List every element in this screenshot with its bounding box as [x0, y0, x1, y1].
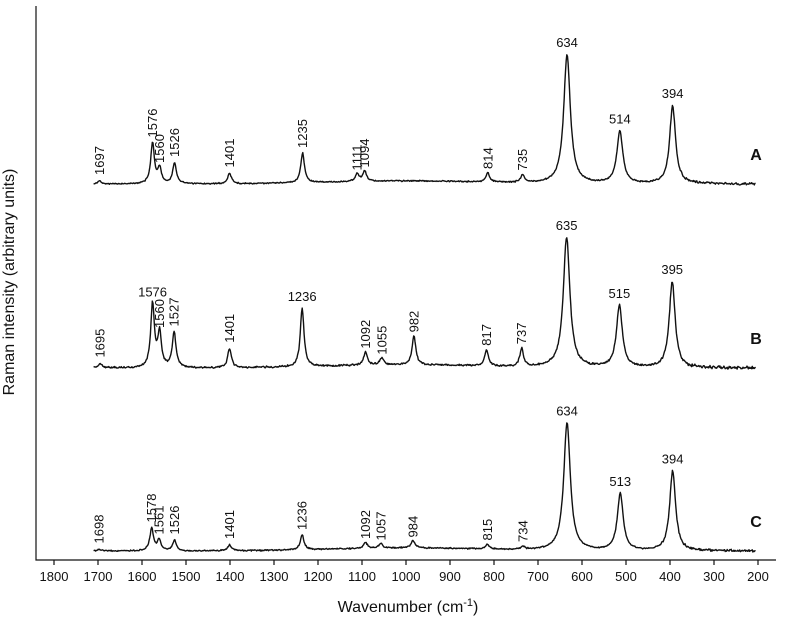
peak-label: 1094 — [357, 139, 372, 168]
peak-label: 1057 — [373, 512, 388, 541]
peak-label: 1561 — [152, 506, 167, 535]
peak-label: 984 — [406, 516, 421, 538]
peak-label: 815 — [480, 519, 495, 541]
peak-label: 1698 — [91, 515, 106, 544]
peak-label: 1526 — [167, 128, 182, 157]
peak-label: 1401 — [222, 510, 237, 539]
x-tick-label: 200 — [747, 569, 769, 584]
x-axis-title-end: ) — [473, 599, 478, 616]
spectrum-line-A — [93, 54, 756, 186]
peak-label: 982 — [406, 311, 421, 333]
peak-label: 1576 — [138, 284, 167, 299]
peak-label: 735 — [515, 149, 530, 171]
x-axis-ticks: 1800 1700 1600 1500 1400 1300 1200 1100 1000 900 8… — [40, 560, 769, 584]
peak-label: 1560 — [152, 299, 167, 328]
peak-label: 1695 — [93, 329, 108, 358]
peak-label: 1401 — [222, 139, 237, 168]
y-axis-title: Raman intensity (arbitrary units) — [1, 169, 18, 396]
peak-label: 395 — [661, 262, 683, 277]
peak-label: 737 — [514, 323, 529, 345]
x-tick-label: 1100 — [348, 569, 376, 584]
x-tick-label: 900 — [439, 569, 461, 584]
peak-label: 734 — [516, 520, 531, 542]
series-tag-A: A — [750, 147, 762, 164]
peak-label: 814 — [480, 147, 495, 169]
series-tag-C: C — [750, 514, 762, 531]
x-tick-label: 1500 — [172, 569, 201, 584]
x-axis-title: Wavenumber (cm-1) — [338, 597, 479, 616]
peak-label: 635 — [556, 218, 578, 233]
peak-label: 1527 — [167, 298, 182, 327]
x-tick-label: 1600 — [128, 569, 157, 584]
x-tick-label: 1000 — [392, 569, 421, 584]
peak-label: 1526 — [167, 506, 182, 535]
x-tick-label: 1300 — [260, 569, 289, 584]
x-axis-title-text: Wavenumber (cm — [338, 599, 464, 616]
peak-label: 1111 — [350, 144, 365, 170]
peak-label: 634 — [556, 35, 578, 50]
x-axis-title-sup: -1 — [463, 597, 473, 609]
peak-label: 634 — [556, 404, 578, 419]
peak-label: 1401 — [222, 314, 237, 343]
peak-label: 1092 — [358, 320, 373, 349]
peak-label: 1578 — [144, 494, 159, 523]
peak-label: 513 — [609, 474, 631, 489]
peak-label: 514 — [609, 112, 631, 127]
series-tags: A B C — [750, 147, 762, 531]
spectrum-line-B — [93, 237, 757, 370]
axis-frame — [35, 6, 776, 561]
peak-label: 817 — [479, 324, 494, 346]
axes — [35, 6, 776, 561]
peak-label: 515 — [609, 286, 631, 301]
x-tick-label: 500 — [615, 569, 637, 584]
x-tick-label: 800 — [483, 569, 505, 584]
x-tick-label: 400 — [659, 569, 681, 584]
x-tick-label: 700 — [527, 569, 549, 584]
x-tick-label: 1700 — [84, 569, 113, 584]
peak-label: 394 — [662, 86, 684, 101]
spectra — [93, 54, 757, 553]
series-tag-B: B — [750, 331, 762, 348]
x-tick-label: 1200 — [304, 569, 333, 584]
x-tick-label: 600 — [571, 569, 593, 584]
peak-label: 1560 — [152, 134, 167, 163]
x-tick-label: 300 — [703, 569, 725, 584]
peak-label: 1092 — [358, 510, 373, 539]
peak-label: 1236 — [288, 289, 317, 304]
peak-label: 394 — [662, 452, 684, 467]
x-tick-label: 1400 — [216, 569, 245, 584]
x-tick-label: 1800 — [40, 569, 69, 584]
spectrum-line-C — [93, 422, 756, 553]
peak-label: 1236 — [295, 501, 310, 530]
peak-label: 1697 — [92, 146, 107, 175]
peak-label: 1235 — [295, 119, 310, 148]
peak-label: 1576 — [145, 109, 160, 138]
peak-label: 1055 — [374, 326, 389, 355]
